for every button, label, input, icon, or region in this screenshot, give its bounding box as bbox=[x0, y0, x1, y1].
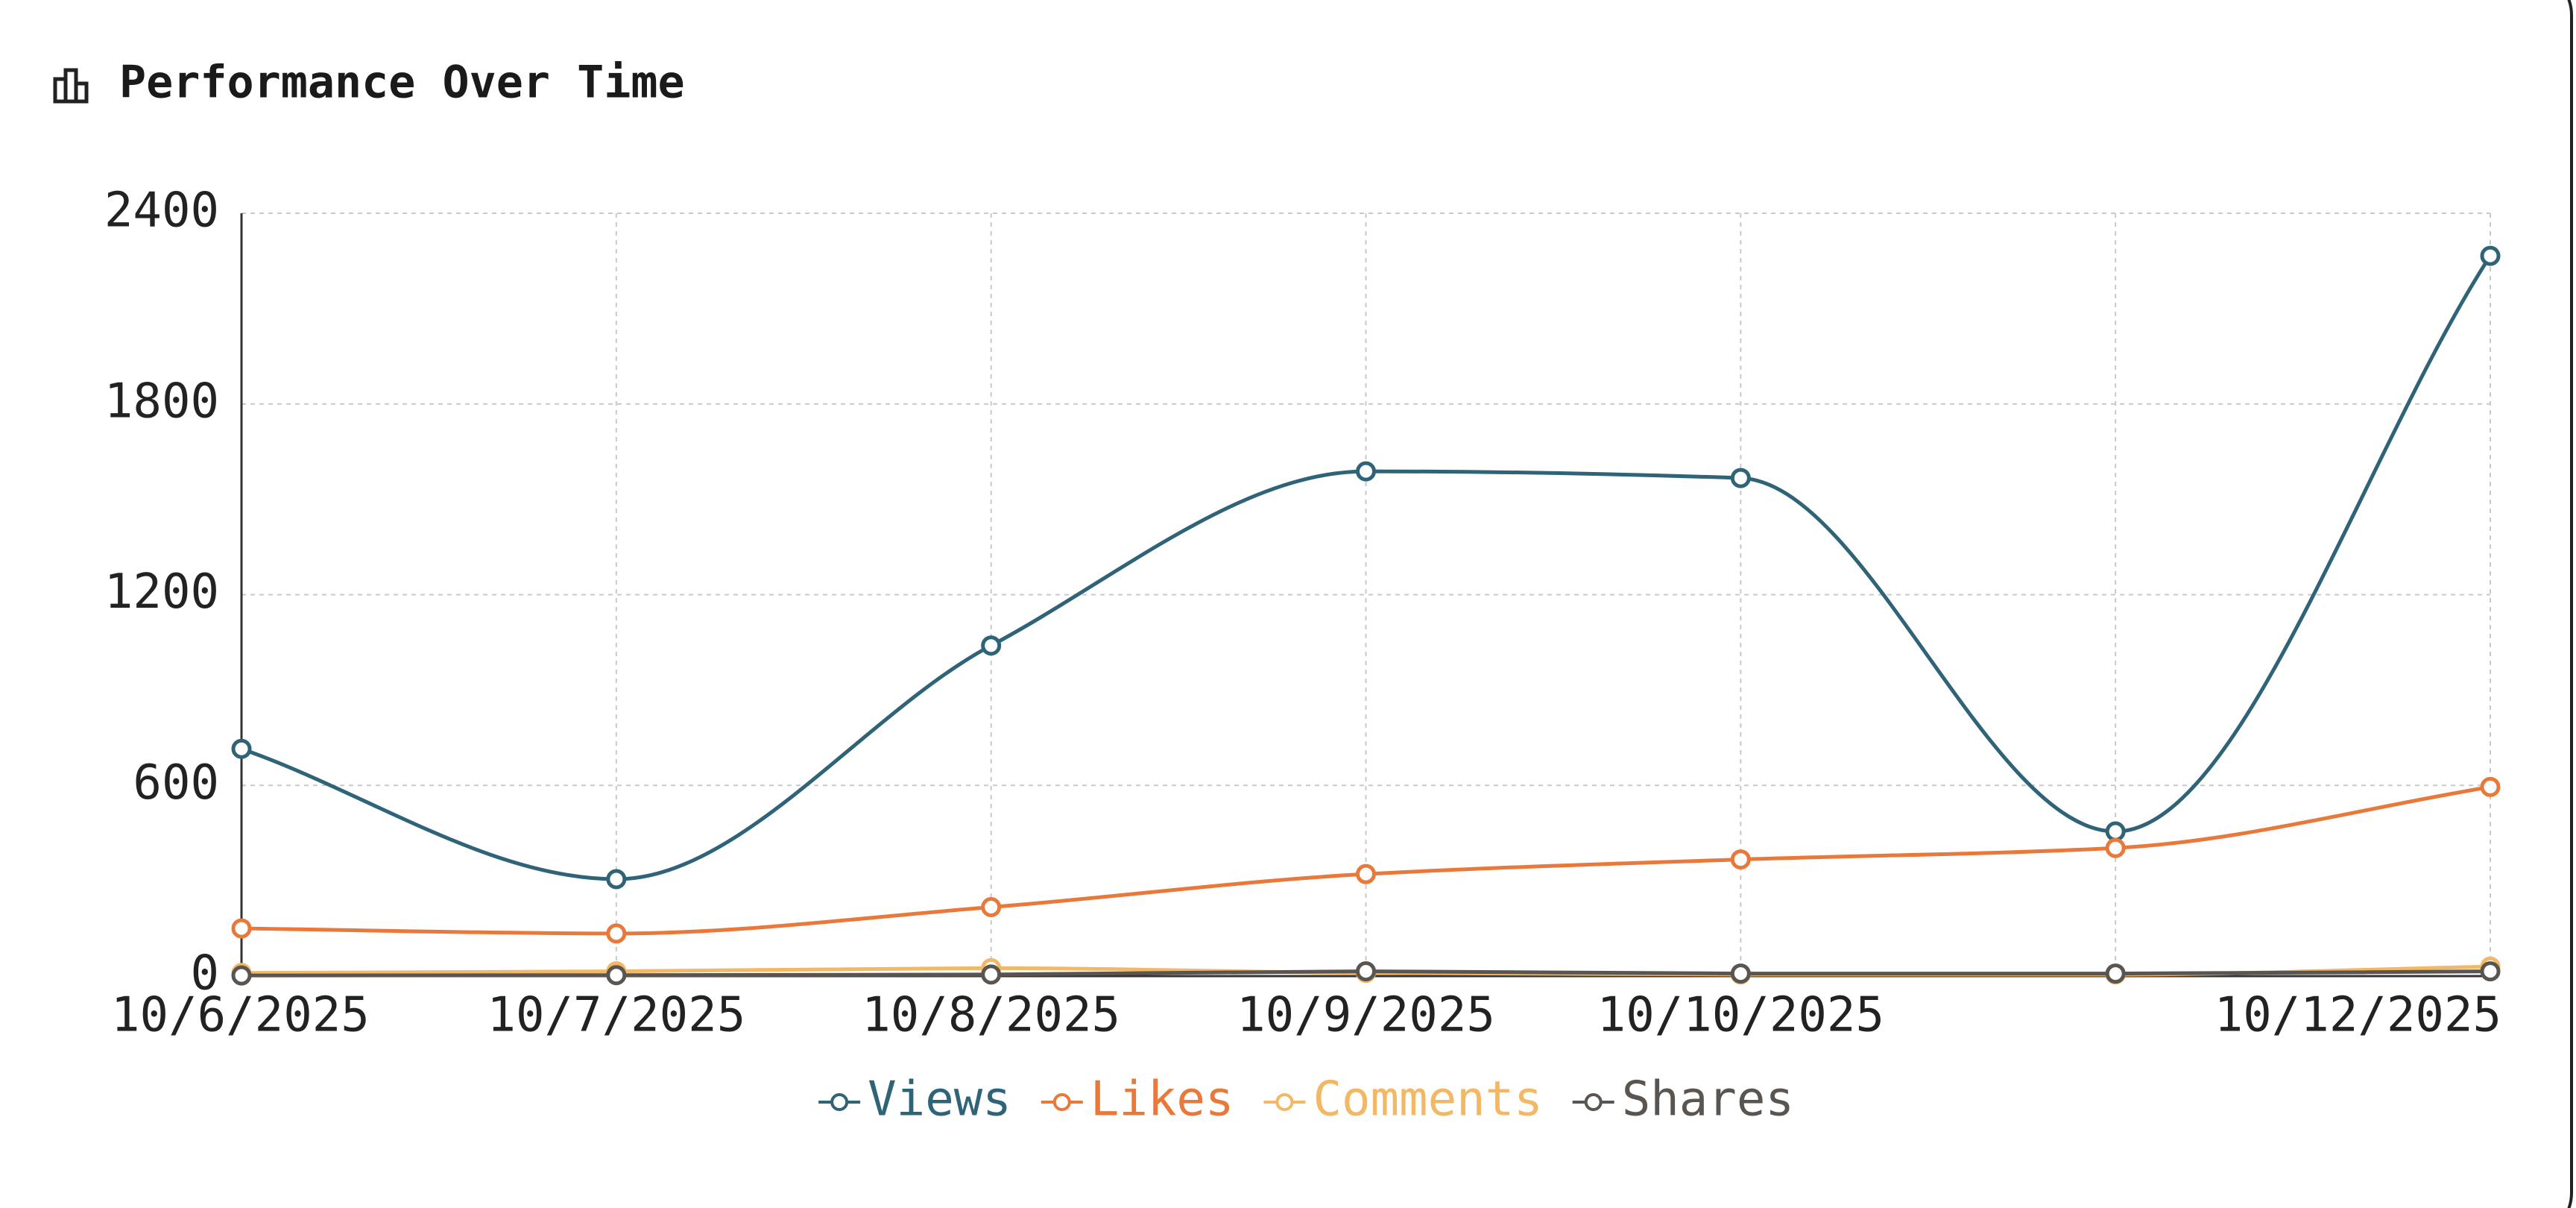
legend-item: Comments bbox=[1263, 1072, 1543, 1127]
y-tick-label: 600 bbox=[133, 755, 219, 811]
x-tick-label: 10/12/2025 bbox=[2214, 988, 2501, 1043]
data-point bbox=[231, 965, 252, 986]
data-point bbox=[2480, 776, 2501, 797]
data-point bbox=[1730, 963, 1751, 984]
data-point bbox=[606, 869, 627, 890]
data-point bbox=[606, 923, 627, 944]
x-tick-label: 10/7/2025 bbox=[487, 988, 745, 1043]
data-point bbox=[231, 918, 252, 939]
y-tick-label: 0 bbox=[190, 946, 219, 1001]
data-point bbox=[1356, 961, 1376, 982]
data-point bbox=[1730, 849, 1751, 870]
data-point bbox=[2105, 821, 2126, 842]
data-point bbox=[1730, 468, 1751, 488]
y-tick-label: 2400 bbox=[104, 183, 219, 239]
legend-label: Views bbox=[868, 1072, 1011, 1127]
x-tick-label: 10/9/2025 bbox=[1237, 988, 1495, 1043]
data-point bbox=[2480, 245, 2501, 266]
data-point bbox=[2480, 961, 2501, 982]
data-point bbox=[1356, 461, 1376, 482]
data-point bbox=[981, 635, 1002, 656]
legend-swatch-dot bbox=[830, 1093, 849, 1111]
x-tick-label: 10/6/2025 bbox=[111, 988, 370, 1043]
chart-icon bbox=[53, 68, 89, 104]
y-tick-label: 1800 bbox=[104, 374, 219, 429]
data-point bbox=[981, 897, 1002, 918]
legend-swatch-dot bbox=[1584, 1093, 1603, 1111]
legend-label: Comments bbox=[1313, 1072, 1542, 1127]
data-point bbox=[1356, 863, 1376, 884]
data-point bbox=[2105, 837, 2126, 858]
data-point bbox=[981, 964, 1002, 985]
y-tick-label: 1200 bbox=[104, 564, 219, 620]
legend-item: Shares bbox=[1572, 1072, 1794, 1127]
legend-swatch-dot bbox=[1275, 1093, 1294, 1111]
series-line bbox=[241, 254, 2493, 881]
legend-item: Likes bbox=[1041, 1072, 1234, 1127]
data-point bbox=[606, 965, 627, 986]
chart-title: Performance Over Time bbox=[119, 57, 685, 109]
data-point bbox=[2105, 963, 2126, 984]
legend-label: Likes bbox=[1090, 1072, 1234, 1127]
legend-label: Shares bbox=[1622, 1072, 1794, 1127]
x-tick-label: 10/10/2025 bbox=[1597, 988, 1884, 1043]
legend-swatch-dot bbox=[1052, 1093, 1071, 1111]
x-tick-label: 10/8/2025 bbox=[862, 988, 1120, 1043]
legend-item: Views bbox=[818, 1072, 1011, 1127]
legend: Views Likes Comments Shares bbox=[818, 1072, 1794, 1127]
data-point bbox=[231, 738, 252, 759]
